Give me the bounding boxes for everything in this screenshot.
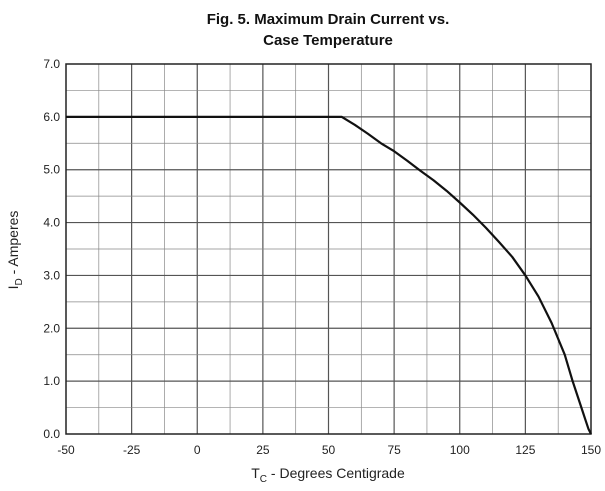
x-tick-label: -50 xyxy=(57,443,75,457)
y-axis-label-subscript: D xyxy=(14,278,25,285)
y-tick-label: 4.0 xyxy=(43,216,60,230)
x-axis-label-main: T xyxy=(251,465,260,481)
x-axis-label: TC - Degrees Centigrade xyxy=(251,465,405,485)
y-tick-label: 6.0 xyxy=(43,110,60,124)
y-tick-labels: 0.0 1.0 2.0 3.0 4.0 5.0 6.0 7.0 xyxy=(43,57,60,441)
x-axis-label-rest: - Degrees Centigrade xyxy=(267,465,405,481)
x-tick-label: 0 xyxy=(194,443,201,457)
x-axis-label-subscript: C xyxy=(260,474,267,485)
y-axis-label-rest: - Amperes xyxy=(5,211,21,279)
x-tick-labels: -50 -25 0 25 50 75 100 125 150 xyxy=(57,443,601,457)
y-tick-label: 0.0 xyxy=(43,427,60,441)
y-axis-label: ID - Amperes xyxy=(5,211,25,290)
series-group xyxy=(66,115,592,435)
x-tick-label: -25 xyxy=(123,443,141,457)
y-tick-label: 7.0 xyxy=(43,57,60,71)
chart-title-line1: Fig. 5. Maximum Drain Current vs. xyxy=(207,11,450,28)
x-tick-label: 100 xyxy=(450,443,470,457)
chart-title-line2: Case Temperature xyxy=(263,32,393,49)
x-tick-label: 50 xyxy=(322,443,336,457)
y-axis-label-main: I xyxy=(5,286,21,290)
grid xyxy=(66,64,591,434)
x-tick-label: 25 xyxy=(256,443,270,457)
y-tick-label: 3.0 xyxy=(43,268,60,282)
x-tick-label: 150 xyxy=(581,443,601,457)
x-tick-label: 125 xyxy=(515,443,535,457)
series-line xyxy=(66,115,592,435)
x-tick-label: 75 xyxy=(387,443,401,457)
y-tick-label: 5.0 xyxy=(43,163,60,177)
y-tick-label: 2.0 xyxy=(43,321,60,335)
y-tick-label: 1.0 xyxy=(43,374,60,388)
plot-frame xyxy=(65,63,592,435)
